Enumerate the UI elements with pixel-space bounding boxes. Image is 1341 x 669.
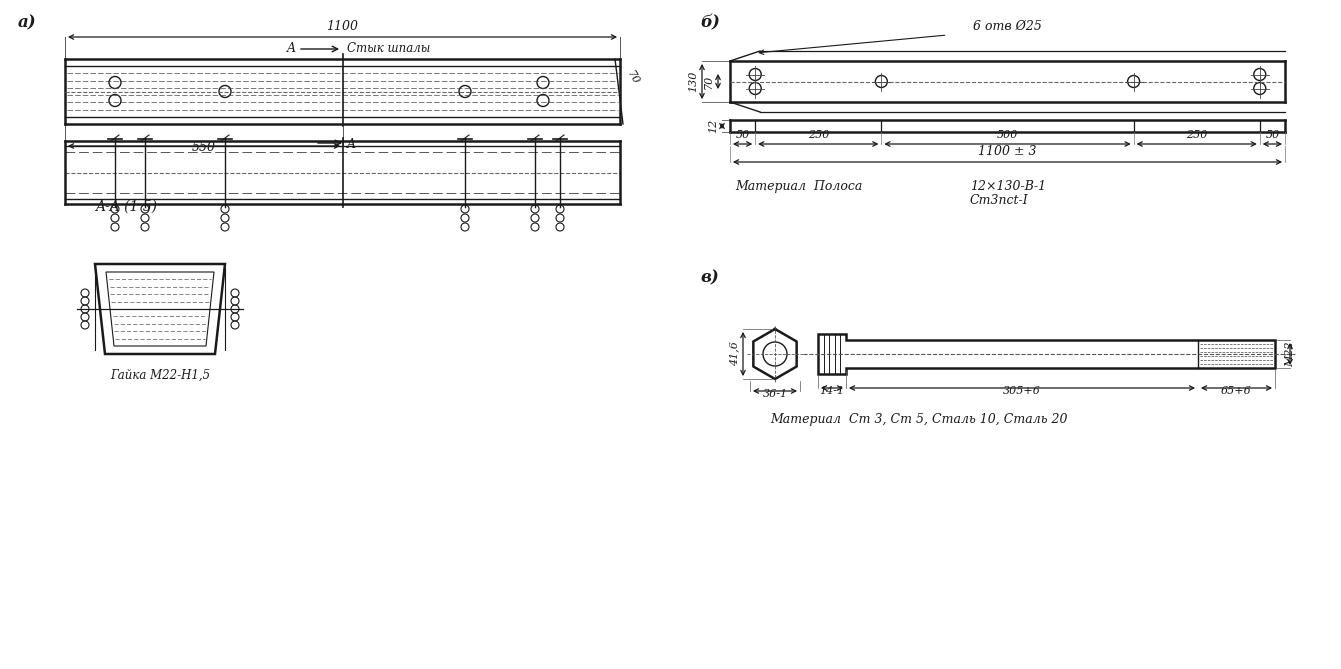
Text: 14-1: 14-1	[819, 386, 845, 396]
Text: 36-1: 36-1	[763, 389, 787, 399]
Text: 305+6: 305+6	[1003, 386, 1041, 396]
Text: A-A (1 5): A-A (1 5)	[95, 200, 157, 214]
Text: 250: 250	[807, 130, 829, 140]
Text: M22: M22	[1285, 341, 1295, 367]
Text: Материал  Ст 3, Ст 5, Сталь 10, Сталь 20: Материал Ст 3, Ст 5, Сталь 10, Сталь 20	[770, 413, 1067, 426]
Text: 550: 550	[192, 141, 216, 154]
Text: 130: 130	[688, 71, 699, 92]
Text: 70: 70	[625, 69, 641, 86]
Text: a): a)	[17, 14, 36, 31]
Text: 65+6: 65+6	[1222, 386, 1252, 396]
Text: б): б)	[700, 14, 720, 31]
Text: 6 отв Ø25: 6 отв Ø25	[974, 20, 1042, 33]
Text: 1100: 1100	[326, 20, 358, 33]
Text: 41,6: 41,6	[730, 342, 739, 367]
Text: 1100 ± 3: 1100 ± 3	[978, 145, 1037, 158]
Text: Стык шпалы: Стык шпалы	[347, 41, 430, 54]
Text: 50: 50	[1266, 130, 1279, 140]
Text: в): в)	[700, 269, 719, 286]
Text: 500: 500	[996, 130, 1018, 140]
Text: 250: 250	[1185, 130, 1207, 140]
Text: A: A	[287, 43, 296, 56]
Text: Ст3пct-I: Ст3пct-I	[970, 194, 1029, 207]
Text: 70: 70	[704, 74, 713, 88]
Text: 50: 50	[735, 130, 750, 140]
Text: 12: 12	[708, 119, 717, 133]
Text: Гайка M22-H1,5: Гайка M22-H1,5	[110, 369, 211, 382]
Text: A: A	[347, 138, 355, 151]
Text: 12×130-В-1: 12×130-В-1	[970, 180, 1046, 193]
Text: Материал  Полоса: Материал Полоса	[735, 180, 862, 193]
